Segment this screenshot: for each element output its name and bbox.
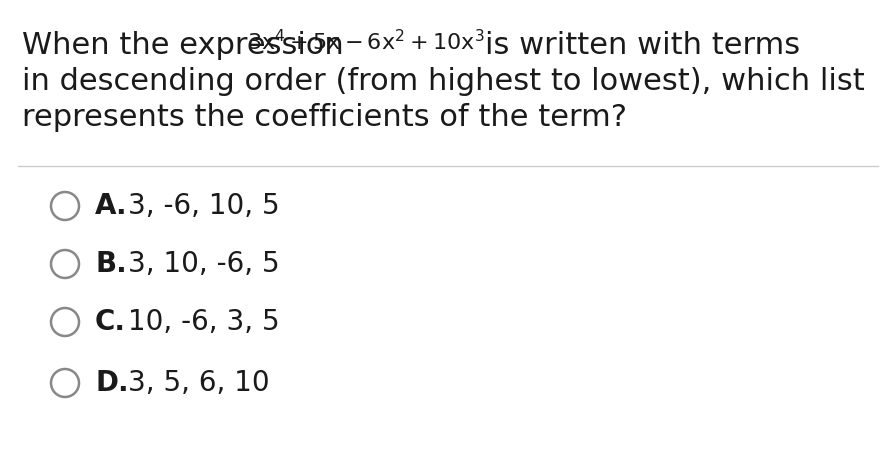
Text: $\mathregular{3x^4+5x-6x^2+10x^3}$: $\mathregular{3x^4+5x-6x^2+10x^3}$: [247, 29, 485, 54]
Text: 3, -6, 10, 5: 3, -6, 10, 5: [128, 192, 280, 220]
Text: D.: D.: [95, 369, 129, 397]
Text: C.: C.: [95, 308, 126, 336]
Text: 3, 10, -6, 5: 3, 10, -6, 5: [128, 250, 280, 278]
Text: A.: A.: [95, 192, 127, 220]
Text: When the expression: When the expression: [22, 31, 354, 60]
Text: represents the coefficients of the term?: represents the coefficients of the term?: [22, 103, 627, 132]
Text: in descending order (from highest to lowest), which list: in descending order (from highest to low…: [22, 67, 865, 96]
Text: B.: B.: [95, 250, 126, 278]
Text: 3, 5, 6, 10: 3, 5, 6, 10: [128, 369, 270, 397]
Text: 10, -6, 3, 5: 10, -6, 3, 5: [128, 308, 280, 336]
Text: is written with terms: is written with terms: [485, 31, 800, 60]
